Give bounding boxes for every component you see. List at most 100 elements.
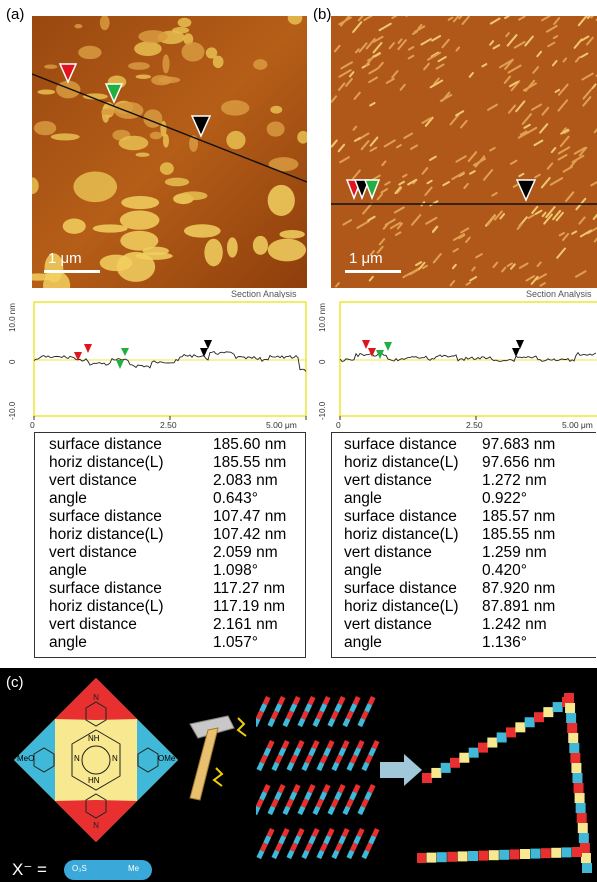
- profile-b-y-top: 10.0 nm: [318, 303, 327, 332]
- chain-block: [566, 713, 577, 723]
- afm-rod: [449, 114, 460, 126]
- afm-rod: [536, 50, 543, 58]
- measurement-key: horiz distance(L): [49, 526, 164, 543]
- grain-stack: [301, 740, 320, 772]
- chain-block: [468, 851, 478, 861]
- chain-block: [468, 747, 479, 758]
- afm-grain: [159, 162, 174, 175]
- afm-rod: [545, 24, 558, 33]
- measurement-value: 117.27 nm: [213, 580, 286, 597]
- afm-rod: [530, 275, 539, 285]
- measurement-value: 0.420°: [482, 562, 527, 579]
- afm-rod: [429, 79, 444, 89]
- label-ome: OMe: [158, 754, 176, 763]
- afm-rod: [451, 171, 465, 181]
- afm-rod: [426, 51, 441, 61]
- afm-grain: [101, 108, 115, 116]
- grain-stack: [286, 828, 305, 860]
- measurement-key: surface distance: [49, 580, 162, 597]
- measurement-key: surface distance: [344, 508, 457, 525]
- afm-rod: [369, 136, 379, 147]
- afm-rod: [418, 261, 426, 270]
- afm-rod: [550, 147, 557, 154]
- measurement-value: 1.272 nm: [482, 472, 547, 489]
- afm-rod: [331, 139, 338, 148]
- afm-rod: [337, 143, 346, 153]
- afm-rod: [577, 16, 588, 27]
- afm-grain: [221, 100, 250, 116]
- afm-rod: [579, 229, 592, 238]
- afm-rod: [553, 17, 561, 25]
- measurement-value: 185.55 nm: [482, 526, 556, 543]
- afm-rod: [532, 66, 540, 74]
- afm-rod: [509, 159, 518, 165]
- chain-block: [568, 733, 579, 743]
- afm-rod: [487, 103, 498, 111]
- afm-grain: [172, 27, 190, 34]
- afm-rod: [368, 76, 379, 84]
- afm-rod: [352, 125, 358, 131]
- afm-grain: [118, 135, 149, 151]
- grain-stack: [256, 828, 275, 860]
- grain-stack: [312, 696, 331, 728]
- grain-stack: [256, 740, 275, 772]
- afm-grain: [62, 218, 86, 234]
- afm-grain: [135, 74, 152, 79]
- afm-rod: [396, 187, 403, 194]
- afm-rod: [492, 261, 499, 269]
- scale-bar-b: 1 μm: [345, 250, 401, 273]
- afm-rod: [552, 35, 559, 40]
- measurement-key: vert distance: [344, 544, 432, 561]
- afm-rod: [552, 209, 562, 221]
- afm-rod: [506, 262, 513, 267]
- afm-rod: [516, 223, 523, 230]
- afm-rod: [415, 261, 423, 267]
- afm-rod: [431, 35, 442, 42]
- grain-stack: [346, 828, 365, 860]
- afm-rod: [523, 123, 531, 129]
- afm-rod: [551, 59, 558, 67]
- svg-text:N: N: [93, 693, 99, 702]
- afm-rod: [586, 36, 594, 46]
- afm-grain: [287, 16, 303, 25]
- afm-rod: [340, 16, 351, 27]
- block-chains: [417, 693, 592, 873]
- afm-rod: [543, 213, 553, 225]
- measurement-key: angle: [344, 634, 382, 651]
- anion-right-label: Me: [128, 864, 140, 873]
- chain-block: [578, 833, 589, 843]
- afm-rod: [557, 153, 568, 161]
- afm-grain: [279, 230, 305, 239]
- profile-a-x1: 2.50: [160, 420, 177, 430]
- chain-block: [520, 849, 530, 859]
- afm-rod: [339, 156, 350, 164]
- chain-block: [417, 853, 426, 863]
- chain-block: [569, 743, 580, 753]
- afm-rod: [467, 151, 478, 162]
- afm-rod: [540, 177, 551, 189]
- afm-rod: [519, 130, 528, 136]
- chain-block: [459, 752, 470, 763]
- afm-rod: [580, 35, 590, 42]
- measurement-key: vert distance: [344, 616, 432, 633]
- afm-rod: [545, 206, 556, 219]
- afm-rod: [561, 83, 569, 92]
- profile-b-y-bottom: -10.0: [318, 401, 327, 420]
- afm-rod: [372, 42, 383, 54]
- afm-rod: [468, 71, 474, 78]
- profile-b-x2: 5.00 μm: [562, 420, 593, 430]
- measurement-value: 97.656 nm: [482, 454, 556, 471]
- measurement-key: angle: [344, 562, 382, 579]
- afm-rod: [580, 52, 589, 59]
- afm-grain: [50, 133, 80, 141]
- afm-rod: [337, 82, 346, 91]
- afm-grain: [74, 24, 83, 29]
- afm-rod: [441, 38, 450, 49]
- afm-rod: [525, 275, 536, 282]
- afm-rod: [455, 46, 461, 52]
- afm-rod: [389, 221, 402, 230]
- grain-stack: [342, 784, 361, 816]
- afm-grain: [212, 55, 224, 69]
- afm-rod: [571, 154, 585, 163]
- measurement-value: 0.922°: [482, 490, 527, 507]
